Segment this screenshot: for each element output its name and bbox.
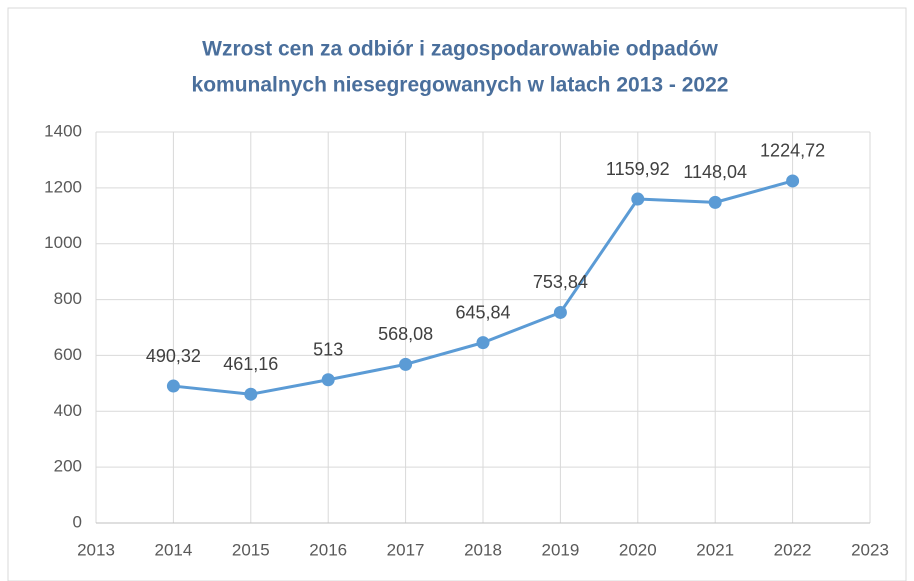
- data-point: [399, 357, 413, 371]
- y-tick-label: 1400: [44, 121, 82, 140]
- data-point: [166, 379, 180, 393]
- y-tick-label: 600: [54, 345, 82, 364]
- data-label: 490,32: [146, 346, 201, 366]
- y-tick-label: 1000: [44, 233, 82, 252]
- x-tick-label: 2015: [232, 540, 270, 559]
- y-tick-label: 800: [54, 289, 82, 308]
- data-label: 1224,72: [760, 141, 825, 161]
- x-tick-label: 2023: [851, 540, 889, 559]
- data-point: [786, 174, 800, 188]
- x-tick-label: 2017: [387, 540, 425, 559]
- chart-frame: [7, 7, 907, 581]
- x-tick-label: 2021: [696, 540, 734, 559]
- chart-title: komunalnych niesegregowanych w latach 20…: [192, 74, 729, 97]
- data-point: [631, 192, 645, 206]
- y-tick-label: 1200: [44, 177, 82, 196]
- x-tick-label: 2018: [464, 540, 502, 559]
- y-tick-label: 400: [54, 401, 82, 420]
- data-label: 645,84: [455, 302, 510, 322]
- x-tick-label: 2014: [154, 540, 192, 559]
- data-label: 513: [313, 339, 343, 359]
- data-point: [476, 336, 490, 350]
- chart-title: Wzrost cen za odbiór i zagospodarowabie …: [202, 38, 718, 61]
- data-label: 1159,92: [606, 159, 670, 179]
- data-label: 753,84: [533, 272, 588, 292]
- y-tick-label: 200: [54, 457, 82, 476]
- y-tick-label: 0: [73, 512, 82, 531]
- x-tick-label: 2013: [77, 540, 115, 559]
- data-point: [321, 373, 335, 387]
- x-tick-label: 2022: [774, 540, 812, 559]
- data-label: 568,08: [378, 324, 433, 344]
- x-tick-label: 2020: [619, 540, 657, 559]
- data-label: 1148,04: [683, 162, 747, 182]
- x-tick-label: 2019: [541, 540, 579, 559]
- x-tick-label: 2016: [309, 540, 347, 559]
- data-point: [244, 387, 258, 401]
- data-point: [708, 195, 722, 209]
- data-label: 461,16: [223, 354, 278, 374]
- data-point: [553, 305, 567, 319]
